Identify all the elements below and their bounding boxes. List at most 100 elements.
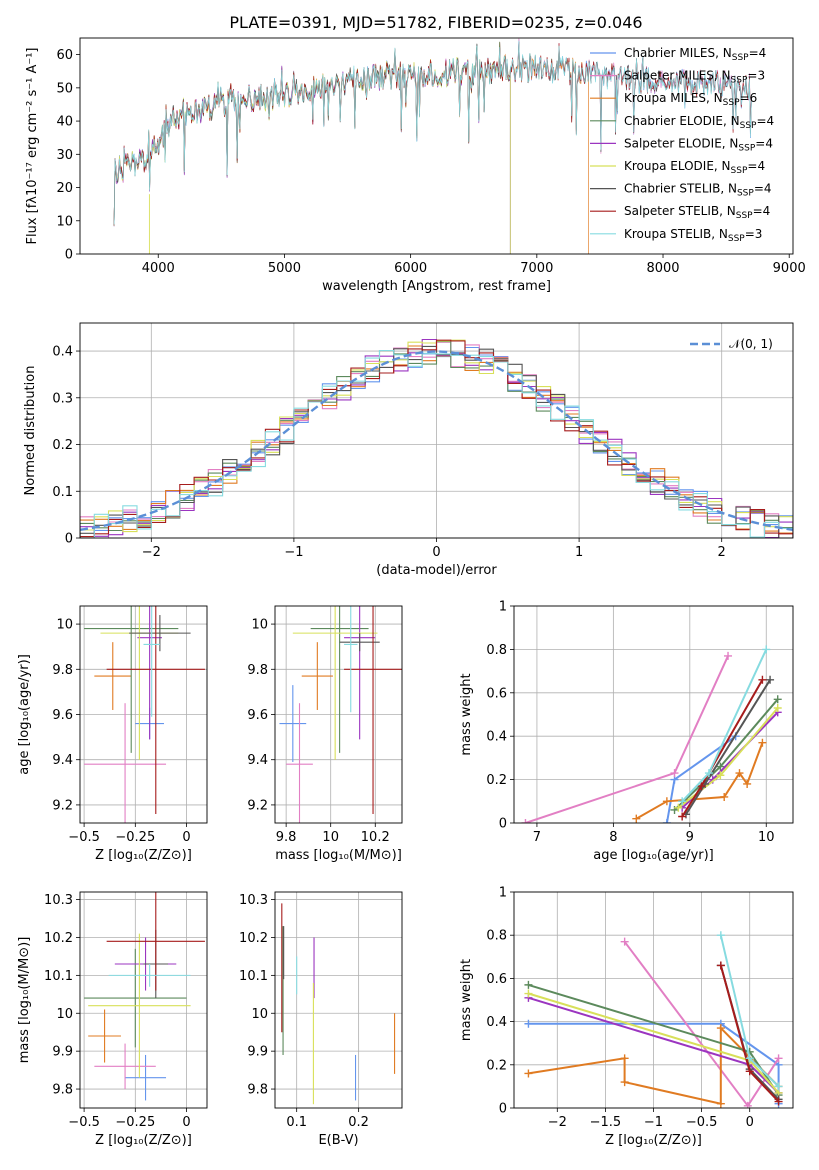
mass-weight-marker: [720, 792, 729, 801]
axes-frame: [79, 37, 794, 255]
axes-frame: [79, 891, 208, 1109]
y-tick-label: 0: [499, 817, 507, 832]
errorbar-points: [84, 892, 205, 1101]
axes-frame: [513, 605, 794, 824]
y-tick-label: 40: [56, 115, 73, 130]
grid-lines: [275, 606, 402, 823]
y-tick-label: 1: [499, 886, 507, 901]
legend-sub: SSP: [723, 98, 740, 108]
y-tick-label: 0.2: [52, 438, 73, 453]
x-tick-label: −0.25: [115, 830, 155, 845]
mass-weight-marker: [743, 1101, 752, 1108]
x-tick-label: 0: [182, 830, 190, 845]
x-axis-label: age [log₁₀(age/yr)]: [593, 848, 714, 863]
y-tick-label: 9.8: [52, 1083, 73, 1098]
mass-weight-series: [681, 648, 768, 802]
mass-weight-vs-age-panel: 7 8 9 10 0 0.2 0.4 0.6 0.8 1 age [log₁₀(age/yr)] ma…: [459, 600, 794, 863]
y-tick-label: 9.6: [52, 708, 73, 723]
y-tick-label: 0: [65, 532, 73, 547]
y-tick-label: 0.6: [486, 972, 507, 987]
grid-lines: [275, 892, 402, 1108]
x-tick-label: 8: [609, 830, 617, 845]
mass-weight-marker: [524, 989, 533, 998]
x-axis-label: Z [log₁₀(Z/Z⊙)]: [95, 1133, 192, 1148]
x-tick-label: −1: [284, 545, 303, 560]
axes-frame: [79, 322, 794, 539]
x-tick-label: 4000: [142, 261, 175, 276]
y-tick-label: 30: [56, 148, 73, 163]
x-tick-label: 2: [718, 545, 726, 560]
grid-lines: [514, 891, 793, 1109]
mass-weight-marker: [773, 695, 782, 704]
mass-vs-metallicity-panel: −0.5 −0.25 0 9.8 9.9 10 10.1 10.2 10.3 Z [log₁₀(Z…: [17, 891, 208, 1148]
mass-weight-marker: [774, 1054, 783, 1063]
mass-weight-marker: [678, 812, 687, 821]
y-tick-label: 60: [56, 48, 73, 63]
mass-weight-marker: [674, 803, 683, 812]
y-tick-label: 9.4: [247, 753, 268, 768]
x-tick-label: −0.25: [115, 1115, 155, 1130]
y-tick-label: 9.4: [52, 753, 73, 768]
x-tick-label: 1: [575, 545, 583, 560]
legend-label: Chabrier STELIB, N: [624, 182, 737, 196]
mass-weight-marker: [662, 797, 671, 806]
legend-entry: Chabrier STELIB, NSSP=4: [624, 182, 772, 199]
y-tick-label: 9.6: [247, 708, 268, 723]
mass-weight-marker: [524, 1019, 533, 1028]
legend-suffix: =4: [747, 159, 765, 173]
grid-lines: [514, 605, 793, 824]
x-tick-label: −2: [142, 545, 161, 560]
ticks: −2 −1 0 1 2 0 0.1 0.2 0.3 0.4: [52, 345, 726, 560]
y-axis-label: age [log₁₀(age/yr)]: [17, 654, 32, 775]
mass-weight-marker: [735, 769, 744, 778]
mass-weight-marker: [704, 769, 713, 778]
x-tick-label: 0: [746, 1115, 754, 1130]
legend-suffix: =4: [749, 46, 767, 60]
x-axis-label: (data-model)/error: [376, 563, 497, 578]
x-tick-label: 0.2: [348, 1115, 369, 1130]
legend-sub: SSP: [731, 166, 748, 176]
mass-weight-marker: [758, 738, 767, 747]
x-tick-label: 6000: [394, 261, 427, 276]
axes-frame: [79, 605, 208, 824]
y-tick-label: 0.1: [52, 485, 73, 500]
legend-entry: Chabrier ELODIE, NSSP=4: [624, 114, 774, 131]
axes-frame: [274, 891, 403, 1109]
y-tick-label: 10: [56, 1007, 73, 1022]
y-tick-label: 10.2: [44, 931, 73, 946]
y-tick-label: 0.6: [486, 686, 507, 701]
mass-weight-marker: [521, 819, 530, 823]
mass-weight-marker: [745, 1054, 754, 1063]
grid-lines: [80, 892, 207, 1108]
x-tick-label: 0: [432, 545, 440, 560]
x-tick-label: 5000: [268, 261, 301, 276]
y-axis-label: mass [log₁₀(M/M⊙)]: [17, 937, 32, 1064]
mass-weight-series: [525, 655, 729, 823]
x-axis-label: E(B-V): [318, 1133, 358, 1148]
y-tick-label: 50: [56, 81, 73, 96]
mass-weight-marker: [716, 771, 725, 780]
mass-weight-marker: [620, 1078, 629, 1087]
errorbar-points: [84, 606, 205, 823]
mass-weight-series: [685, 679, 771, 815]
spectrum-panel: 4000 5000 6000 7000 8000 9000 0 10 20 30 40 50 60 wav…: [25, 37, 806, 294]
ticks: 9.8 10 10.2 9.2 9.4 9.6 9.8 10: [247, 618, 389, 845]
legend-entry: Kroupa MILES, NSSP=6: [624, 91, 757, 108]
mass-weight-marker: [774, 1097, 783, 1106]
legend-entry: Kroupa STELIB, NSSP=3: [624, 227, 762, 244]
mass-weight-marker: [620, 937, 629, 946]
x-tick-label: 10: [758, 830, 775, 845]
mass-weight-series: [681, 679, 764, 818]
legend-sub: SSP: [737, 189, 754, 199]
y-tick-label: 9.8: [52, 663, 73, 678]
y-axis-label: mass weight: [459, 959, 474, 1041]
ticks: 4000 5000 6000 7000 8000 9000 0 10 20 30 40 50 60: [56, 48, 805, 276]
age-vs-metallicity-panel: −0.5 −0.25 0 9.2 9.4 9.6 9.8 10 Z [log₁₀(Z/Z⊙)] a…: [17, 605, 208, 863]
y-tick-label: 10.2: [239, 931, 268, 946]
legend-label: Salpeter ELODIE, N: [624, 136, 738, 150]
y-axis-label: mass weight: [459, 673, 474, 755]
errorbar-points: [279, 606, 402, 823]
ticks: 7 8 9 10 0 0.2 0.4 0.6 0.8 1: [486, 600, 774, 846]
mass-weight-marker: [716, 931, 725, 940]
